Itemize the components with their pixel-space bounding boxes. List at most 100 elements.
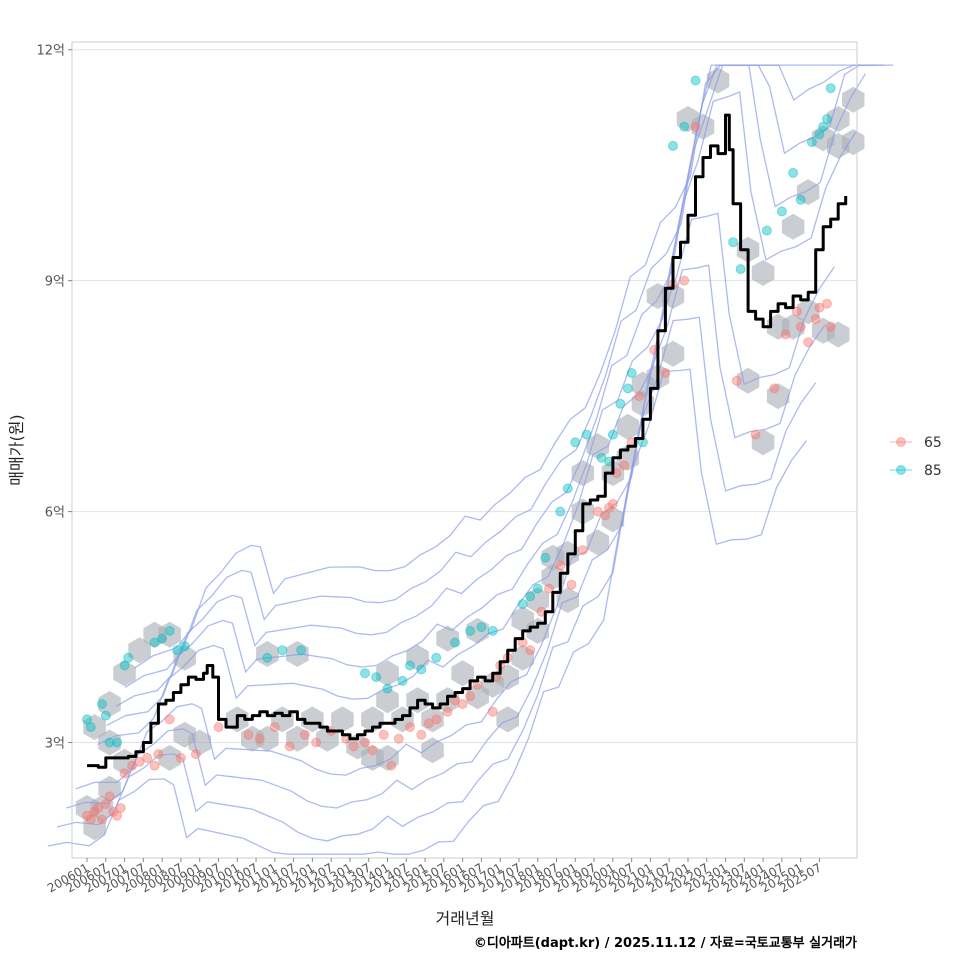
point-65 xyxy=(164,714,175,725)
point-65 xyxy=(175,752,186,763)
point-85 xyxy=(179,641,190,652)
hexbin xyxy=(601,506,625,533)
point-85 xyxy=(405,660,415,671)
density-contour xyxy=(47,368,808,855)
point-85 xyxy=(795,194,806,205)
point-85 xyxy=(465,625,476,636)
legend: 65 85 xyxy=(890,435,942,479)
hexbin xyxy=(376,744,399,771)
hexbin xyxy=(511,644,534,671)
point-65 xyxy=(104,791,115,802)
point-85 xyxy=(164,625,175,636)
legend-item-65: 65 xyxy=(890,435,942,451)
point-65 xyxy=(814,302,825,313)
point-85 xyxy=(818,121,829,132)
point-65 xyxy=(299,729,310,740)
point-65 xyxy=(487,706,498,717)
point-85 xyxy=(788,167,799,178)
point-65 xyxy=(795,321,806,332)
point-85 xyxy=(668,140,678,151)
point-65 xyxy=(100,799,111,810)
hexbin xyxy=(781,213,805,240)
density-contour xyxy=(66,264,826,809)
hexbin xyxy=(751,259,775,286)
plot-panel-border xyxy=(71,41,858,859)
point-65 xyxy=(731,375,742,386)
hexbin xyxy=(188,729,211,756)
axes: 3억6억9억12억2006012006072007012007072008012… xyxy=(36,44,823,896)
hexbin xyxy=(406,644,429,671)
point-65 xyxy=(442,706,453,717)
hexbin xyxy=(631,390,655,417)
gridlines xyxy=(72,49,857,744)
point-85 xyxy=(776,206,787,217)
point-85 xyxy=(626,368,637,378)
point-65 xyxy=(311,737,322,748)
point-65 xyxy=(243,729,254,740)
point-65 xyxy=(108,806,119,817)
point-85 xyxy=(728,237,739,248)
point-65 xyxy=(525,645,536,656)
legend-key-85 xyxy=(896,465,906,475)
hexbin xyxy=(421,706,444,733)
y-tick-label: 9억 xyxy=(45,275,65,290)
legend-label-65: 65 xyxy=(924,435,942,451)
point-85 xyxy=(119,660,130,671)
point-65 xyxy=(791,306,802,317)
point-85 xyxy=(825,83,836,94)
hexbin xyxy=(98,691,121,717)
point-65 xyxy=(592,506,603,517)
hexbin xyxy=(158,621,181,648)
y-tick-label: 6억 xyxy=(45,506,65,521)
hexbin xyxy=(256,641,279,667)
point-85 xyxy=(476,622,487,633)
hexbin xyxy=(436,625,459,652)
point-65 xyxy=(555,560,566,571)
point-65 xyxy=(149,760,160,771)
point-85 xyxy=(277,645,288,656)
point-65 xyxy=(93,803,104,813)
point-65 xyxy=(810,314,821,325)
point-65 xyxy=(348,741,359,752)
density-contour xyxy=(56,316,817,842)
point-65 xyxy=(803,337,814,348)
source-caption: ©디아파트(dapt.kr) / 2025.11.12 / 자료=국토교통부 실… xyxy=(474,935,857,951)
hexbin xyxy=(90,795,114,821)
point-85 xyxy=(822,114,832,124)
point-85 xyxy=(82,714,92,725)
point-65 xyxy=(566,579,577,590)
point-65 xyxy=(213,722,224,733)
point-65 xyxy=(190,749,201,760)
point-65 xyxy=(679,275,690,286)
hexbin xyxy=(751,429,775,456)
point-85 xyxy=(679,121,690,132)
point-65 xyxy=(822,298,832,309)
point-85 xyxy=(450,637,461,648)
density-contour-layer xyxy=(47,64,894,855)
point-85 xyxy=(525,591,536,602)
point-85 xyxy=(172,645,183,656)
hexbin xyxy=(496,706,519,733)
point-65 xyxy=(769,383,780,394)
point-65 xyxy=(607,498,618,509)
x-axis-title: 거래년월 xyxy=(436,909,495,928)
point-65 xyxy=(604,502,615,513)
density-contour xyxy=(75,212,835,790)
hexbin xyxy=(128,637,151,664)
point-65 xyxy=(378,729,389,740)
hexbin xyxy=(842,129,865,156)
point-85 xyxy=(540,552,551,563)
point-85 xyxy=(397,675,408,686)
hexbin xyxy=(766,383,790,410)
point-85 xyxy=(487,625,498,636)
hexbin xyxy=(301,706,324,733)
point-65 xyxy=(386,760,397,771)
hexbin xyxy=(796,179,820,206)
hexbin xyxy=(83,814,106,841)
point-65 xyxy=(690,121,701,132)
point-65 xyxy=(269,722,280,733)
point-65 xyxy=(134,756,145,767)
point-85 xyxy=(104,737,115,748)
point-85 xyxy=(382,683,393,694)
